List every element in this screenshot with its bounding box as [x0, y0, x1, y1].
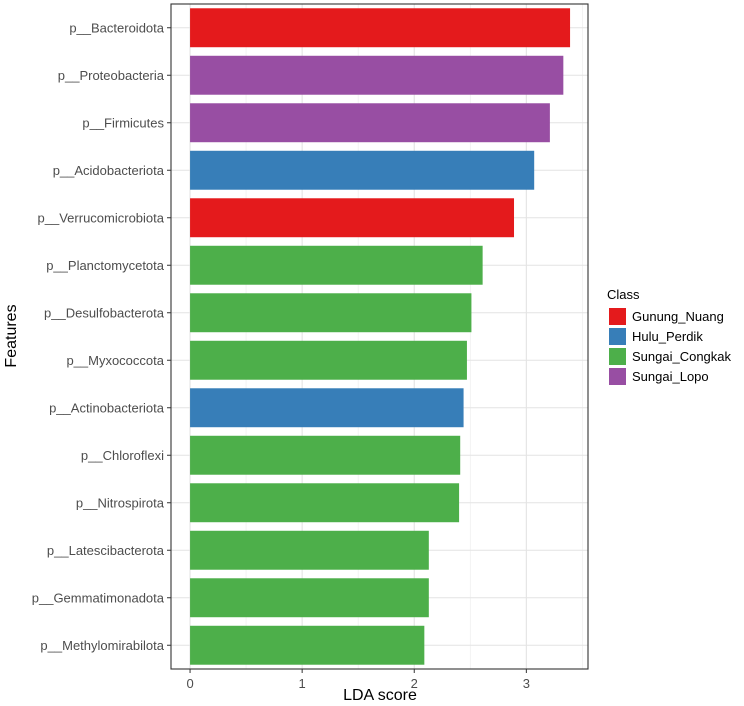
x-tick-label: 1 — [299, 676, 306, 691]
bar — [190, 578, 429, 618]
bar — [190, 483, 460, 523]
bar — [190, 103, 550, 143]
bar — [190, 340, 467, 380]
y-tick-label: p__Planctomycetota — [46, 258, 165, 273]
y-tick-label: p__Proteobacteria — [58, 68, 165, 83]
y-tick-label: p__Latescibacterota — [47, 543, 165, 558]
bar — [190, 293, 472, 333]
y-tick-label: p__Gemmatimonadota — [32, 590, 165, 605]
legend-swatch — [609, 348, 626, 365]
bars — [190, 8, 571, 665]
y-tick-label: p__Methylomirabilota — [40, 638, 164, 653]
legend-label: Sungai_Lopo — [632, 369, 709, 384]
y-tick-label: p__Actinobacteriota — [49, 400, 165, 415]
bar — [190, 150, 535, 190]
legend-swatch — [609, 308, 626, 325]
y-tick-label: p__Firmicutes — [82, 115, 164, 130]
bar — [190, 530, 429, 570]
legend-label: Sungai_Congkak — [632, 349, 732, 364]
y-tick-labels: p__Bacteroidota p__Proteobacteria p__Firmi… — [32, 20, 171, 653]
y-tick-label: p__Chloroflexi — [81, 448, 164, 463]
x-axis-title: LDA score — [343, 687, 417, 704]
panel-border — [170, 3, 589, 670]
legend-label: Hulu_Perdik — [632, 329, 703, 344]
bar — [190, 55, 564, 95]
y-tick-label: p__Desulfobacterota — [44, 305, 165, 320]
bar — [190, 625, 425, 665]
y-tick-label: p__Bacteroidota — [69, 20, 164, 35]
bar — [190, 198, 515, 238]
bar — [190, 388, 464, 428]
legend-title: Class — [607, 287, 640, 302]
y-axis-title: Features — [3, 304, 20, 367]
y-tick-label: p__Verrucomicrobiota — [38, 210, 165, 225]
x-tick-label: 3 — [523, 676, 530, 691]
y-tick-label: p__Acidobacteriota — [53, 163, 165, 178]
legend-swatch — [609, 328, 626, 345]
legend-label: Gunung_Nuang — [632, 309, 724, 324]
y-tick-label: p__Nitrospirota — [76, 495, 165, 510]
x-tick-label: 2 — [411, 676, 418, 691]
x-tick-labels: 0 1 2 3 — [186, 669, 530, 691]
x-tick-label: 0 — [186, 676, 193, 691]
legend-swatch — [609, 368, 626, 385]
legend: Class Gunung_Nuang Hulu_Perdik Sungai_Cong… — [607, 287, 732, 385]
y-tick-label: p__Myxococcota — [66, 353, 164, 368]
bar — [190, 8, 571, 48]
bar — [190, 245, 483, 285]
bar — [190, 435, 461, 475]
